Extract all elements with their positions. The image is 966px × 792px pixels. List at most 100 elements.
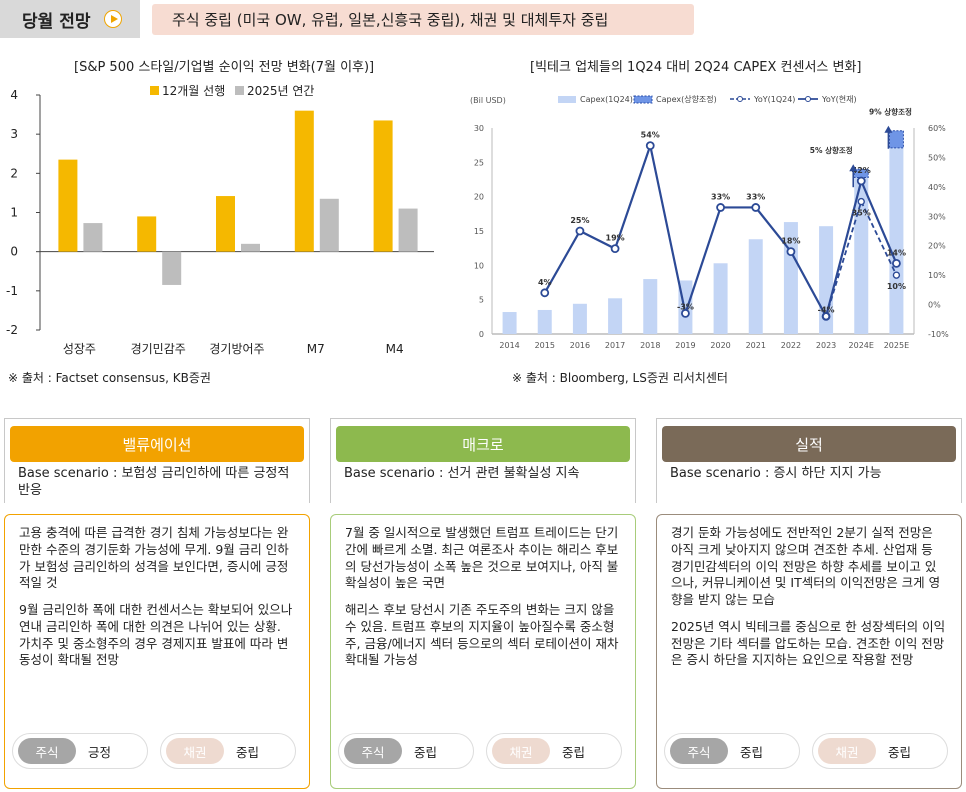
bond-view-value: 중립 [236,744,260,760]
chart2-yoy-1q24-point [857,197,865,206]
chart2-yoy-label: 19% [606,234,625,243]
chart2-legend-label: YoY(현재) [821,95,857,104]
chart1-title: [S&P 500 스타일/기업별 순이익 전망 변화(7월 이후)] [74,60,375,75]
chart2-y-left-label: 25 [474,158,484,167]
chart1-bar-annual [83,223,103,252]
chart1-x-label: M7 [307,342,325,356]
chart2-y-left-label: 5 [479,296,484,305]
outlook-banner: 주식 중립 (미국 OW, 유럽, 일본,신흥국 중립), 채권 및 대체투자 … [152,4,694,35]
panel-header-box [4,418,310,503]
chart2-capex-bar [608,298,623,334]
bond-view-tag: 채권 [166,738,224,764]
chart1-x-label: 경기방어주 [209,342,264,356]
chart2-yoy-current-point [751,203,761,212]
chart2-y-right-label: 40% [928,183,946,192]
chart2-legend-label: Capex(상향조정) [656,94,717,104]
chart1-y-tick-label: -1 [6,284,18,298]
chart2-yoy-current-point [645,141,655,151]
chart2-y-right-label: 30% [928,212,946,221]
chart2-yoy-label: 33% [711,192,730,201]
panel-title: 매크로 [336,426,630,462]
chart2-yoy-label: -4% [818,305,835,314]
chart2-yoy-label: 33% [746,192,765,201]
chart2-legend-label: YoY(1Q24) [753,95,795,104]
chart1-bar-annual [241,243,260,252]
chart2-legend-swatch [558,96,576,103]
outlook-tab[interactable]: 당월 전망 [0,0,140,38]
panel-detail: 경기 둔화 가능성에도 전반적인 2분기 실적 전망은 아직 크게 낮아지지 않… [656,514,962,789]
chart2-yoy-1q24-label: 35% [852,209,871,218]
panel-paragraph: 2025년 역시 빅테크를 중심으로 한 성장섹터의 이익 전망은 기타 섹터를… [671,618,946,668]
bond-view-value: 중립 [888,744,912,760]
chart1-y-tick-label: 0 [10,245,18,259]
chart2-yoy-1q24-point [822,312,830,321]
chart1-legend-swatch [235,86,244,95]
chart2-x-label: 2015 [535,341,555,350]
stock-view-value: 중립 [740,744,764,760]
chart1-x-label: M4 [386,342,404,356]
chart2-capex-bar [572,303,587,334]
chart1-bar-annual [319,198,339,252]
chart1-y-tick-label: 1 [10,206,18,220]
stock-view-tag: 주식 [18,738,76,764]
chart2-yoy-label: -3% [677,302,694,311]
chart2-yoy-label: 14% [887,248,906,257]
chart1-y-tick-label: 2 [10,166,18,180]
chart1-bar-forward [137,216,157,252]
chart2-legend-label: Capex(1Q24) [580,95,633,104]
chart1-bar-forward [216,196,235,252]
chart2-annotation-arrowhead [849,164,858,172]
chart1-bar-forward [373,120,393,252]
chart2-y-right-label: 60% [928,124,946,133]
chart2-yoy-label: 18% [781,237,800,246]
bond-view-pill: 채권 중립 [812,733,948,769]
stock-view-pill: 주식 중립 [338,733,474,769]
chart2-x-label: 2018 [640,341,660,350]
chart2-x-label: 2014 [499,341,519,350]
chart2-y-left-label: 0 [479,330,484,339]
chart2-capex-bar [713,263,728,334]
chart2-y-left-label: 20 [474,193,484,202]
chart2-legend-swatch [633,95,653,104]
chart1-y-tick-label: 4 [10,88,18,102]
panel-detail: 7월 중 일시적으로 발생했던 트럼프 트레이드는 단기간에 빠르게 소멸. 최… [330,514,636,789]
chart2-capex-bar [854,177,869,334]
chart2-x-label: 2016 [570,341,590,350]
panel-paragraph: 7월 중 일시적으로 발생했던 트럼프 트레이드는 단기간에 빠르게 소멸. 최… [345,525,619,591]
chart2-yoy-current-point [575,226,585,236]
chart2-yoy-current-point [681,308,690,318]
chart2-yoy-label: 42% [852,166,871,175]
panel-detail: 고용 충격에 따른 급격한 경기 침체 가능성보다는 완만한 수준의 경기둔화 … [4,514,310,789]
panel-paragraph: 경기 둔화 가능성에도 전반적인 2분기 실적 전망은 아직 크게 낮아지지 않… [671,525,941,607]
chart2-capex-adjusted [888,130,904,149]
chart2-x-label: 2023 [816,341,836,350]
chart2-title: [빅테크 업체들의 1Q24 대비 2Q24 CAPEX 컨센서스 변화] [530,60,862,75]
stock-view-pill: 주식 중립 [664,733,800,769]
chart1-bar-forward [58,159,78,252]
chart2-x-label: 2025E [884,341,909,350]
chart2-yoy-1q24-label: 10% [887,282,906,291]
chart2-y-right-label: -10% [928,330,949,339]
chart2-yoy-label: 4% [538,278,552,287]
chart2-capex-bar [889,147,904,334]
chart2-y-right-label: 10% [928,271,946,280]
play-icon[interactable] [104,10,122,28]
panel-header-box [656,418,962,503]
bond-view-pill: 채권 중립 [160,733,296,769]
chart1-bar-annual [398,208,418,252]
chart2-yoy-current-point [786,247,796,257]
chart2-y-left-label: 15 [474,227,484,236]
bond-view-tag: 채권 [818,738,876,764]
chart2-annotation: 5% 상향조정 [810,145,853,155]
chart2-yoy-current-point [540,288,550,298]
chart2-yoy-label: 25% [570,216,589,225]
chart2-x-label: 2021 [746,341,766,350]
panel-title: 실적 [662,426,956,462]
chart2-y-left-label: 30 [474,124,484,133]
chart2-capex-bar [643,279,658,334]
outlook-banner-text: 주식 중립 (미국 OW, 유럽, 일본,신흥국 중립), 채권 및 대체투자 … [172,11,609,29]
chart1-legend-label: 12개월 선행 [162,83,225,98]
chart2-yoy-current-point [892,258,901,268]
chart2-annotation: 9% 상향조정 [869,107,912,117]
chart1-y-tick-label: -2 [6,323,18,337]
